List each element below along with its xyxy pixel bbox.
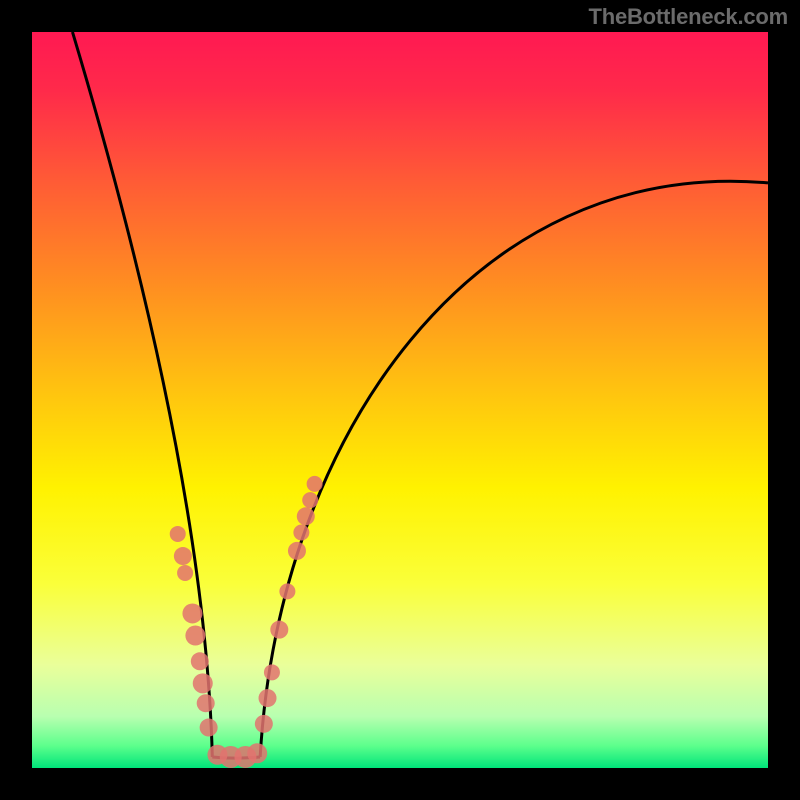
plot-area bbox=[32, 32, 768, 768]
data-dot bbox=[193, 673, 213, 693]
data-dot bbox=[279, 583, 295, 599]
data-dot bbox=[297, 507, 315, 525]
data-dot bbox=[247, 743, 267, 763]
data-dot bbox=[170, 526, 186, 542]
watermark-text: TheBottleneck.com bbox=[588, 4, 788, 30]
data-dot bbox=[174, 547, 192, 565]
data-dot bbox=[182, 603, 202, 623]
data-dot bbox=[293, 524, 309, 540]
data-dot bbox=[259, 689, 277, 707]
data-dot bbox=[185, 626, 205, 646]
data-dot bbox=[191, 652, 209, 670]
data-dot bbox=[307, 476, 323, 492]
data-dot bbox=[288, 542, 306, 560]
data-dot bbox=[200, 719, 218, 737]
gradient-background bbox=[32, 32, 768, 768]
data-dot bbox=[264, 664, 280, 680]
data-dot bbox=[197, 694, 215, 712]
data-dot bbox=[177, 565, 193, 581]
data-dot bbox=[255, 715, 273, 733]
bottleneck-chart bbox=[32, 32, 768, 768]
data-dot bbox=[302, 492, 318, 508]
data-dot bbox=[270, 621, 288, 639]
